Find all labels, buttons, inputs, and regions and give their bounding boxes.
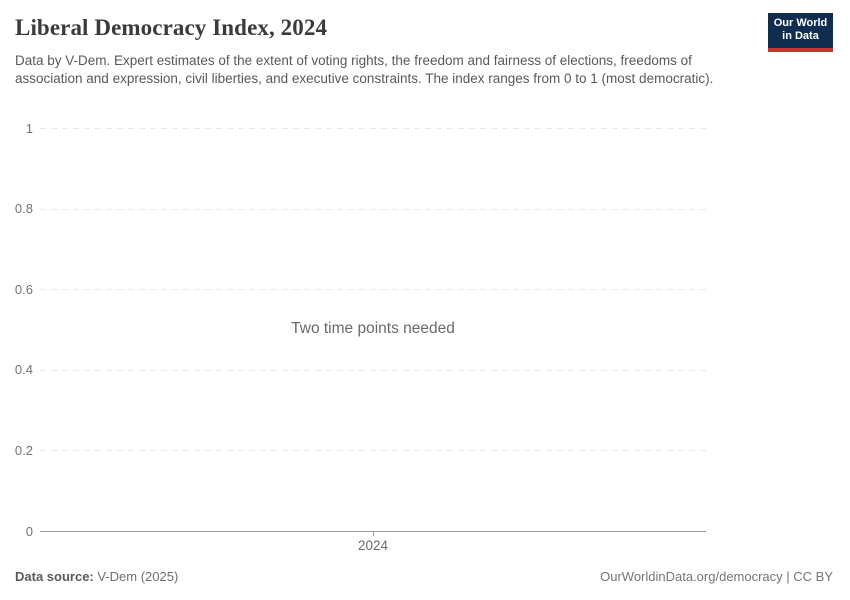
empty-state-message: Two time points needed xyxy=(291,320,455,337)
y-axis-tick-label: 0 xyxy=(25,523,33,539)
chart-footer: Data source: V-Dem (2025) OurWorldinData… xyxy=(15,569,833,585)
y-gridline xyxy=(40,369,706,371)
x-axis-line xyxy=(40,531,706,532)
owid-logo[interactable]: Our World in Data xyxy=(768,13,833,52)
y-gridline xyxy=(40,128,706,129)
y-axis-tick-label: 0.2 xyxy=(14,442,33,458)
y-gridline xyxy=(40,450,706,452)
owid-logo-text-line1: Our World xyxy=(773,17,828,29)
x-axis-tick-mark xyxy=(373,531,374,536)
data-source-value: V-Dem (2025) xyxy=(97,569,179,584)
chart-subtitle: Data by V-Dem. Expert estimates of the e… xyxy=(15,53,714,86)
y-gridline xyxy=(40,289,706,291)
x-axis-tick-label: 2024 xyxy=(357,538,389,553)
y-axis-tick-label: 0.4 xyxy=(14,362,33,378)
y-gridline xyxy=(40,208,706,210)
data-source-label: Data source: xyxy=(15,569,94,584)
plot-area: 2024 Two time points needed 0 0.2 0.4 0.6 0.… xyxy=(15,121,706,553)
chart-title: Liberal Democracy Index, 2024 xyxy=(15,15,328,40)
y-axis-tick-label: 0.6 xyxy=(14,281,33,297)
owid-logo-text-line2: in Data xyxy=(782,30,819,42)
data-source: Data source: V-Dem (2025) xyxy=(15,569,178,585)
y-axis-tick-label: 1 xyxy=(25,120,33,136)
footer-link[interactable]: OurWorldinData.org/democracy | CC BY xyxy=(600,569,833,584)
y-axis-tick-label: 0.8 xyxy=(14,201,33,217)
